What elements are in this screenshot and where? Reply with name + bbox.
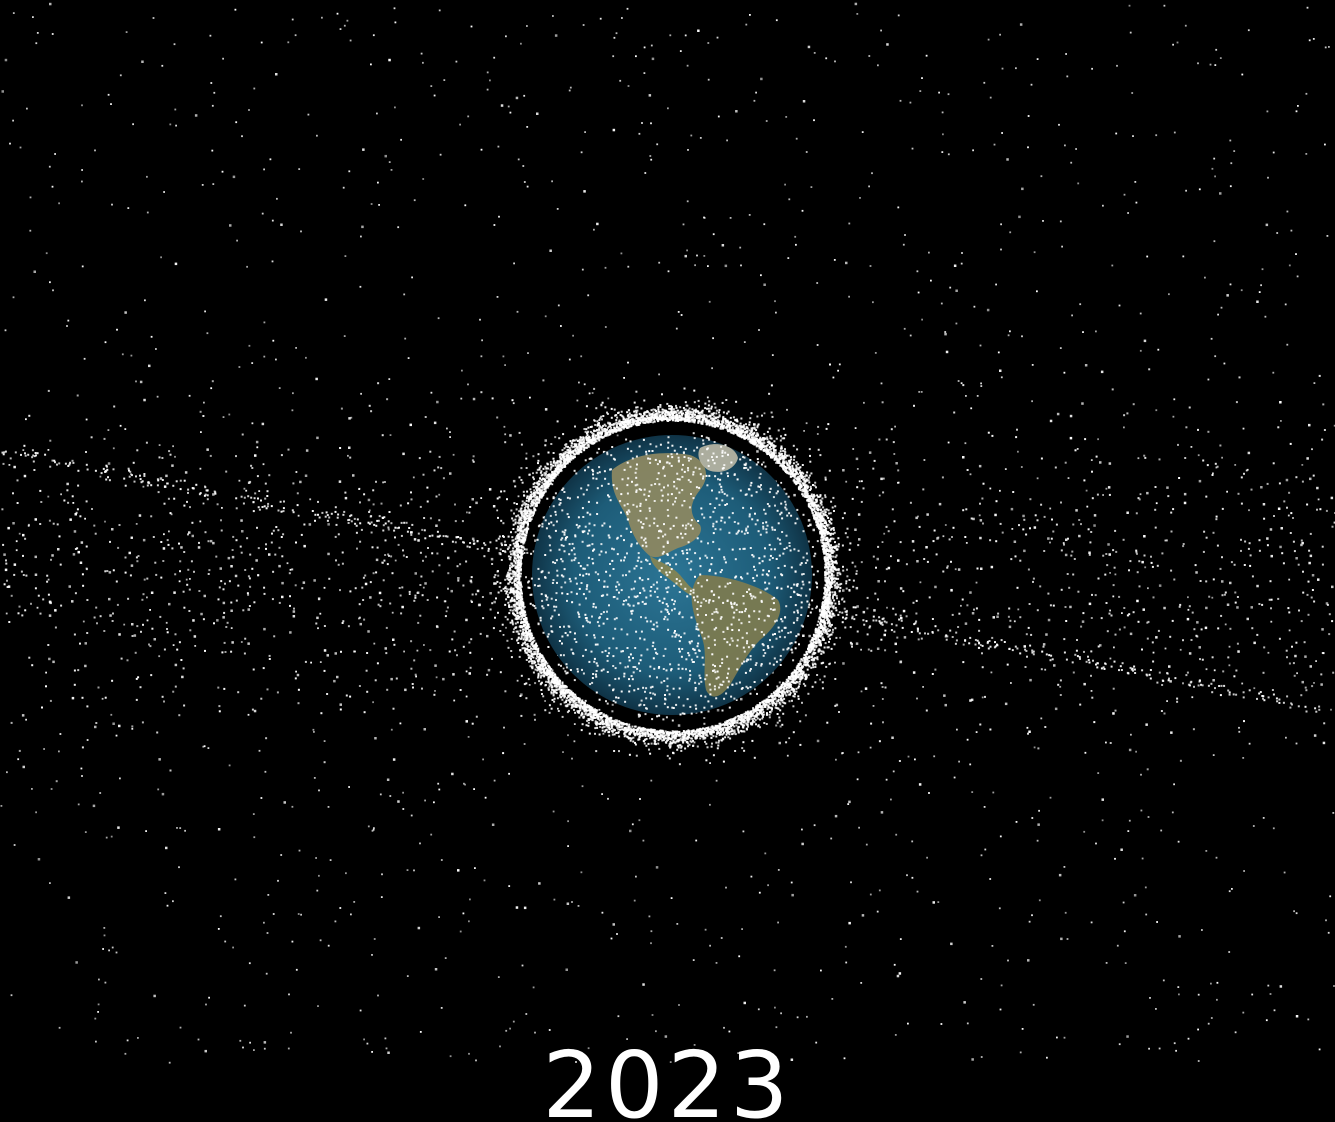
central-america-landmass [650, 556, 695, 596]
north-america-landmass [611, 453, 707, 558]
outer-debris-field [0, 2, 1335, 1064]
earth-globe [532, 435, 812, 715]
year-label: 2023 [542, 1032, 793, 1122]
debris-over-earth [527, 432, 819, 722]
low-earth-orbit-debris-ring [483, 387, 860, 766]
greenland-landmass [698, 444, 738, 472]
south-america-landmass [691, 575, 781, 697]
